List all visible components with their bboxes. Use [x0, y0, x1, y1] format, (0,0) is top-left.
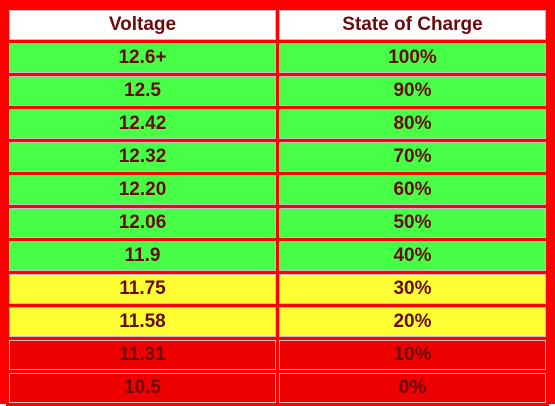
table-row: 12.42 80% — [9, 109, 546, 139]
charge-cell: 40% — [279, 241, 546, 271]
charge-cell: 90% — [279, 76, 546, 106]
charge-cell: 30% — [279, 274, 546, 304]
charge-cell: 0% — [279, 373, 546, 403]
voltage-cell: 12.06 — [9, 208, 276, 238]
voltage-cell: 10.5 — [9, 373, 276, 403]
table-row: 11.9 40% — [9, 241, 546, 271]
charge-cell: 80% — [279, 109, 546, 139]
state-of-charge-header: State of Charge — [279, 10, 546, 40]
table-row: 11.31 10% — [9, 340, 546, 370]
header-row: Voltage State of Charge — [9, 10, 546, 40]
charge-cell: 50% — [279, 208, 546, 238]
charge-cell: 100% — [279, 43, 546, 73]
state-of-charge-table: Voltage State of Charge 12.6+ 100% 12.5 … — [6, 7, 549, 406]
charge-cell: 10% — [279, 340, 546, 370]
table-row: 12.6+ 100% — [9, 43, 546, 73]
table-row: 12.5 90% — [9, 76, 546, 106]
charge-cell: 20% — [279, 307, 546, 337]
table-row: 12.20 60% — [9, 175, 546, 205]
voltage-cell: 12.20 — [9, 175, 276, 205]
table-row: 11.75 30% — [9, 274, 546, 304]
voltage-cell: 12.5 — [9, 76, 276, 106]
table-row: 12.32 70% — [9, 142, 546, 172]
charge-cell: 70% — [279, 142, 546, 172]
table-row: 10.5 0% — [9, 373, 546, 403]
voltage-header: Voltage — [9, 10, 276, 40]
table-row: 12.06 50% — [9, 208, 546, 238]
voltage-cell: 12.6+ — [9, 43, 276, 73]
table-row: 11.58 20% — [9, 307, 546, 337]
voltage-cell: 11.75 — [9, 274, 276, 304]
voltage-cell: 12.32 — [9, 142, 276, 172]
voltage-cell: 12.42 — [9, 109, 276, 139]
charge-cell: 60% — [279, 175, 546, 205]
voltage-cell: 11.31 — [9, 340, 276, 370]
voltage-cell: 11.58 — [9, 307, 276, 337]
voltage-cell: 11.9 — [9, 241, 276, 271]
